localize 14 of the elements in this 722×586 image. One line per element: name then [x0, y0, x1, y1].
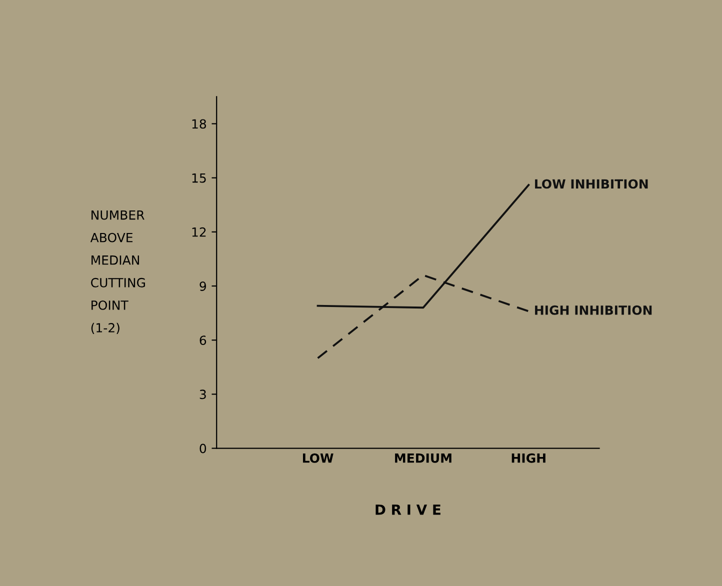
y-tick-label: 0: [200, 444, 206, 454]
y-tick-label: 3: [200, 390, 206, 400]
x-tick-label: MEDIUM: [395, 454, 452, 463]
y-tick-label: 18: [192, 119, 206, 129]
y-axis-title: NUMBER ABOVE MEDIAN CUTTING POINT (1-2): [90, 210, 145, 334]
y-tick-label: 12: [192, 227, 206, 237]
x-axis-title: D R I V E: [376, 504, 440, 515]
y-tick-label: 15: [192, 173, 206, 183]
y-tick-label: 6: [200, 336, 206, 346]
y-tick-label: 9: [200, 281, 206, 291]
series-label: LOW INHIBITION: [535, 179, 648, 189]
x-tick-label: LOW: [302, 453, 334, 463]
series-label: HIGH INHIBITION: [535, 305, 652, 315]
x-tick-label: HIGH: [512, 453, 546, 463]
